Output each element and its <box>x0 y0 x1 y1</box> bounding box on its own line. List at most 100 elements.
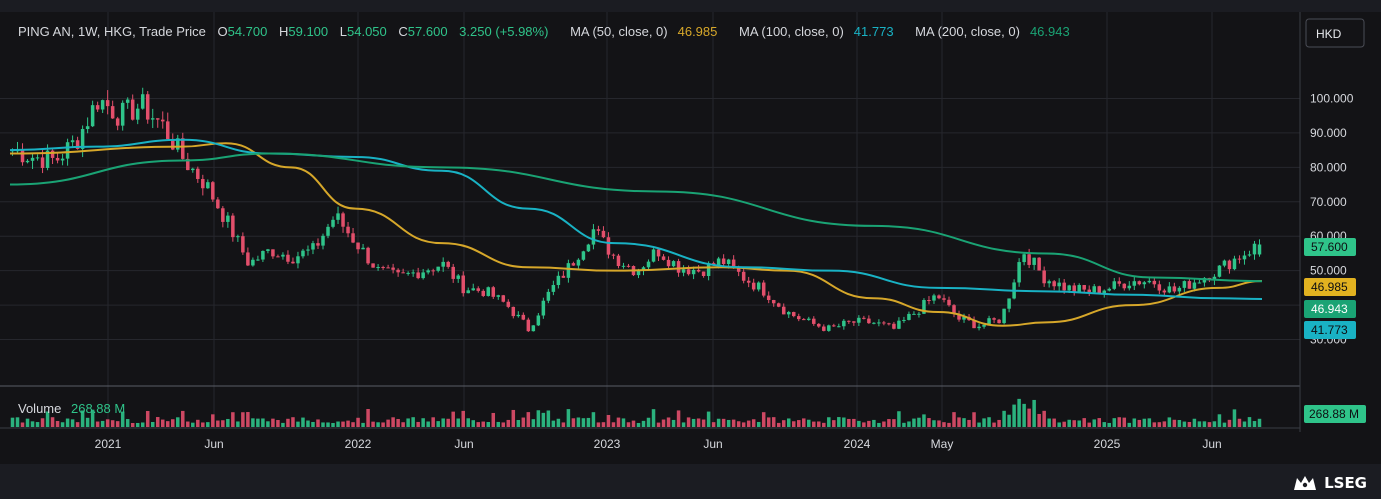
volume-bar <box>591 412 596 427</box>
volume-bar <box>766 417 771 427</box>
volume-bar <box>676 410 681 427</box>
candle-body <box>892 323 896 329</box>
volume-bar <box>556 418 561 427</box>
x-tick-label: May <box>931 437 954 451</box>
volume-bar <box>982 418 986 427</box>
y-tick-label: 70.000 <box>1310 195 1347 209</box>
y-tick-label: 80.000 <box>1310 160 1347 174</box>
candle-body <box>601 230 606 238</box>
volume-bar <box>466 418 470 427</box>
candle-body <box>191 168 195 171</box>
candle-body <box>596 229 601 231</box>
svg-text:Volume 268.88 M: Volume 268.88 M <box>18 401 125 416</box>
x-tick-label: 2025 <box>1094 437 1121 451</box>
candle-body <box>797 316 801 320</box>
candle-body <box>361 247 365 250</box>
candle-body <box>110 106 115 119</box>
volume-bar <box>191 422 195 427</box>
candle-body <box>671 261 676 267</box>
volume-bar <box>771 417 776 427</box>
candle-body <box>216 199 220 209</box>
volume-bar <box>666 417 671 427</box>
candle-body <box>1197 282 1202 284</box>
volume-bar <box>621 418 626 427</box>
volume-bar <box>972 412 976 427</box>
currency-button[interactable]: HKD <box>1305 18 1365 48</box>
volume-bar <box>922 414 926 427</box>
candle-body <box>812 318 816 324</box>
volume-bar <box>862 422 866 427</box>
currency-button-frame[interactable] <box>1305 18 1365 48</box>
candle-body <box>1177 287 1182 292</box>
candle-body <box>491 287 496 297</box>
volume-bar <box>932 420 936 427</box>
currency-label[interactable]: HKD <box>1316 27 1342 41</box>
candle-body <box>55 157 60 161</box>
price-badges: 57.600 46.985 46.943 41.773 268.88 M <box>1304 238 1366 423</box>
volume-bar <box>581 418 586 427</box>
candle-body <box>947 299 951 306</box>
volume-bar <box>606 414 611 427</box>
candle-body <box>471 288 475 291</box>
candle-body <box>546 291 551 301</box>
volume-bar <box>296 421 300 427</box>
candle-body <box>241 236 245 253</box>
volume-bar <box>181 410 185 427</box>
volume-bar <box>1152 422 1157 427</box>
volume-bar <box>1012 404 1016 427</box>
volume-bar <box>551 420 556 427</box>
candle-body <box>566 263 571 278</box>
price-chart[interactable]: PING AN, 1W, HKG, Trade Price O54.700 H5… <box>0 12 1381 464</box>
candle-body <box>135 108 140 120</box>
volume-bar <box>176 417 180 427</box>
ma-line-0 <box>9 142 1263 327</box>
volume-bar <box>516 419 521 427</box>
candle-body <box>271 249 275 257</box>
volume-bar <box>711 422 716 427</box>
candle-body <box>236 236 240 238</box>
candle-body <box>1237 258 1242 260</box>
candle-body <box>977 326 981 329</box>
volume-bar <box>436 421 440 427</box>
volume-bar <box>125 419 130 427</box>
candle-body <box>1032 257 1036 265</box>
candle-body <box>827 325 831 331</box>
candle-body <box>481 290 486 296</box>
candle-body <box>381 267 385 269</box>
volume-bar <box>1112 418 1117 427</box>
volume-bar <box>1227 419 1232 427</box>
candlesticks[interactable] <box>10 87 1262 333</box>
chart-panel: PING AN, 1W, HKG, Trade Price O54.700 H5… <box>0 12 1381 464</box>
volume-bar <box>171 419 175 427</box>
volume-bar <box>306 420 310 427</box>
volume-bar <box>726 419 731 427</box>
volume-bar <box>531 419 536 427</box>
volume-bar <box>356 417 360 427</box>
volume-bar <box>571 418 576 427</box>
volume-bar <box>1132 418 1137 427</box>
volume-bar <box>1137 419 1142 427</box>
candle-body <box>85 126 90 130</box>
candle-body <box>606 237 611 255</box>
candle-body <box>1042 270 1046 284</box>
candle-body <box>461 275 465 294</box>
candle-body <box>556 275 561 286</box>
volume-bar <box>366 409 370 427</box>
volume-bar <box>130 422 135 427</box>
candle-body <box>186 158 190 171</box>
candle-body <box>50 150 55 158</box>
volume-bar <box>30 421 35 427</box>
candle-body <box>160 119 165 122</box>
candle-body <box>311 243 315 250</box>
candle-body <box>1232 258 1237 270</box>
candle-body <box>867 318 871 324</box>
candle-body <box>436 266 440 271</box>
candle-body <box>486 287 491 296</box>
volume-bar <box>135 422 140 427</box>
volume-bar <box>1187 421 1192 427</box>
time-axis[interactable]: 2021 Jun 2022 Jun 2023 Jun 2024 May 2025 Jun <box>95 437 1222 451</box>
candle-body <box>837 326 841 328</box>
volume-bar <box>481 421 486 427</box>
volume-bar <box>521 417 526 427</box>
candle-body <box>1137 281 1142 285</box>
